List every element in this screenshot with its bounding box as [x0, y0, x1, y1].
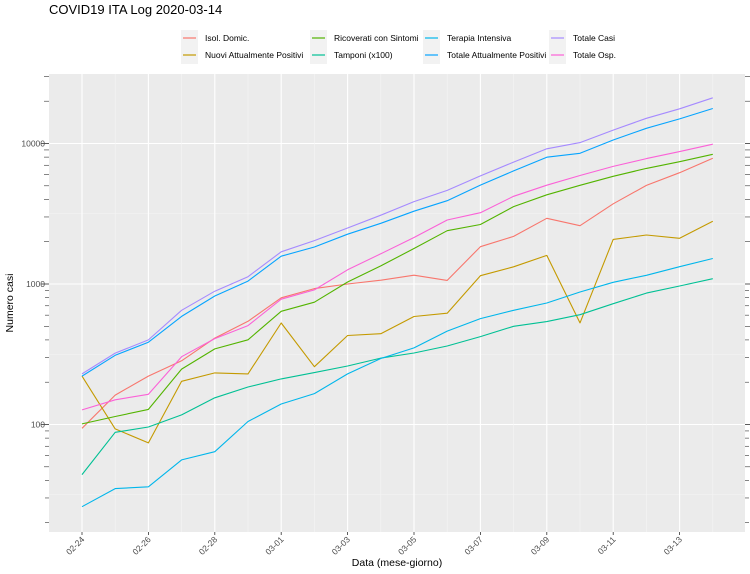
legend-item: Totale Casi	[549, 30, 615, 47]
legend-item: Ricoverati con Sintomi	[310, 30, 419, 47]
legend-label: Terapia Intensiva	[447, 33, 512, 43]
legend-label: Ricoverati con Sintomi	[334, 33, 419, 43]
series-line-tamponi-x100	[81, 278, 713, 475]
series-line-terapia-intensiva	[81, 257, 713, 508]
x-axis-label: Data (mese-giorno)	[352, 557, 442, 569]
x-tick-label: 03-09	[529, 534, 552, 557]
chart-title: COVID19 ITA Log 2020-03-14	[49, 2, 222, 17]
legend-item: Totale Attualmente Positivi	[423, 47, 546, 64]
plot-panel	[49, 74, 745, 532]
x-axis: 02-24 02-26 02-28 03-01 03-03 03-05 03-07 03-09…	[64, 532, 684, 557]
x-tick-label: 02-28	[197, 534, 220, 557]
legend: Isol. Domic. Nuovi Attualmente Positivi Ri…	[181, 30, 616, 64]
y-tick-label: 1000	[26, 279, 45, 289]
legend-item: Terapia Intensiva	[423, 30, 512, 47]
legend-label: Isol. Domic.	[205, 33, 249, 43]
series-line-isol-domic	[81, 157, 714, 429]
x-tick-label: 02-24	[64, 534, 87, 557]
x-tick-label: 03-13	[662, 534, 685, 557]
legend-label: Nuovi Attualmente Positivi	[205, 50, 303, 60]
y-tick-label: 100	[31, 420, 45, 430]
x-tick-label: 03-07	[462, 534, 485, 557]
legend-label: Totale Osp.	[573, 50, 616, 60]
legend-label: Totale Casi	[573, 33, 615, 43]
series-line-totale-casi	[81, 97, 713, 375]
legend-item: Isol. Domic.	[181, 30, 249, 47]
legend-item: Nuovi Attualmente Positivi	[181, 47, 303, 64]
series-line-nuovi-attualmente-positivi	[81, 220, 714, 444]
series-lines	[81, 97, 714, 508]
x-tick-label: 03-05	[396, 534, 419, 557]
x-tick-label: 02-26	[130, 534, 153, 557]
legend-label: Totale Attualmente Positivi	[447, 50, 546, 60]
legend-item: Totale Osp.	[549, 47, 616, 64]
x-tick-label: 03-03	[330, 534, 353, 557]
y-axis: 100 1000 10000	[21, 76, 750, 524]
series-line-ricoverati-con-sintomi	[81, 153, 713, 425]
legend-item: Tamponi (x100)	[310, 47, 393, 64]
y-axis-label: Numero casi	[4, 274, 16, 333]
x-tick-label: 03-11	[596, 534, 618, 556]
legend-label: Tamponi (x100)	[334, 50, 393, 60]
y-tick-label: 10000	[21, 139, 45, 149]
series-line-totale-osp	[81, 143, 713, 411]
series-line-totale-attualmente-positivi	[81, 107, 713, 377]
x-tick-label: 03-01	[263, 534, 286, 557]
